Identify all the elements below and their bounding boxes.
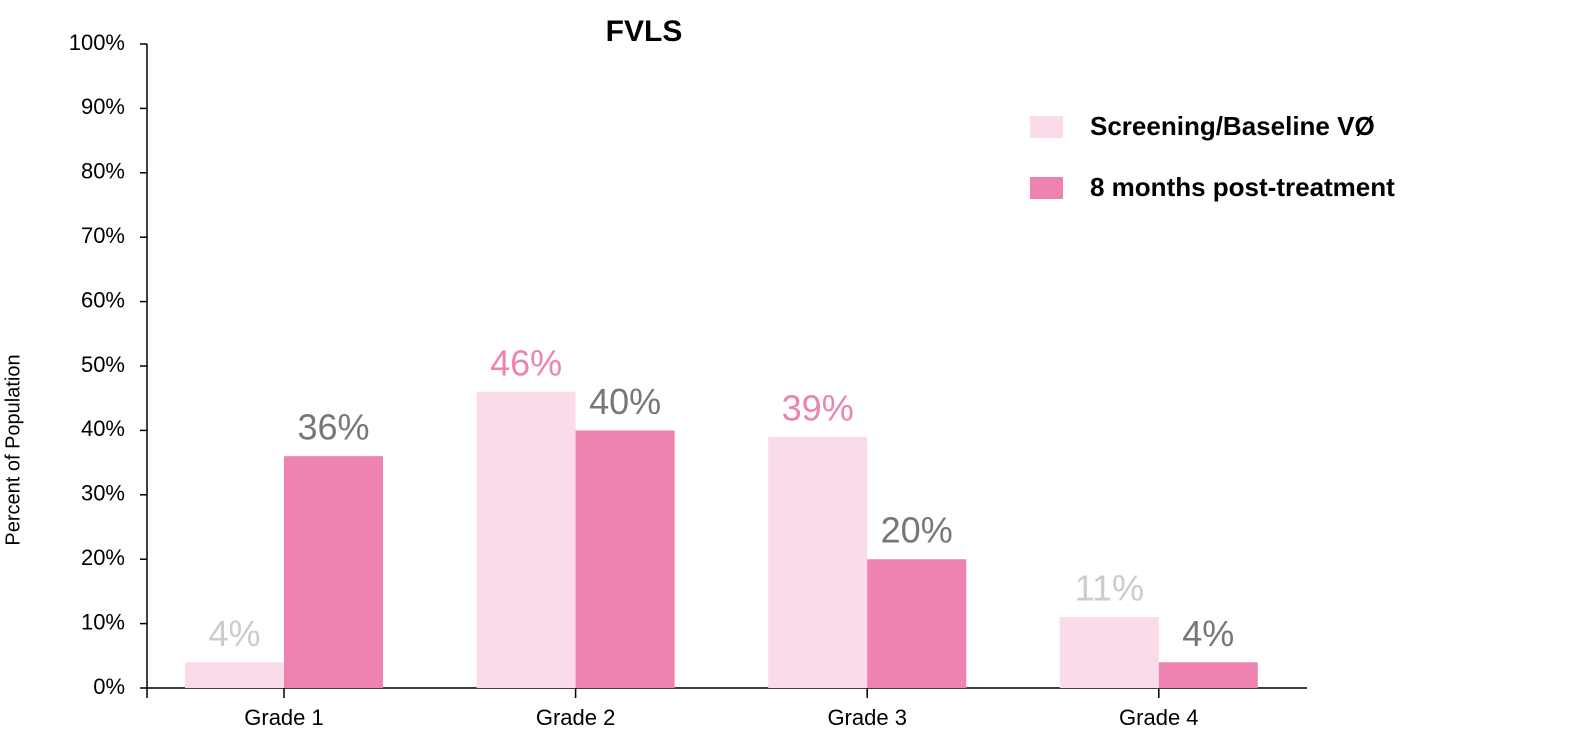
bar (1158, 662, 1258, 688)
bar (768, 436, 868, 688)
legend-swatch (1030, 116, 1063, 138)
value-label: 46% (490, 342, 562, 383)
bar (575, 430, 675, 688)
value-label: 4% (208, 613, 260, 654)
y-axis-label: Percent of Population (2, 354, 24, 545)
bar (185, 662, 284, 688)
legend-label: 8 months post-treatment (1090, 172, 1395, 202)
x-tick-label: Grade 1 (244, 705, 324, 730)
bar (1059, 617, 1159, 688)
legend-swatch (1030, 177, 1063, 199)
value-label: 4% (1182, 613, 1234, 654)
y-tick-label: 40% (81, 416, 125, 441)
y-tick-label: 30% (81, 481, 125, 506)
x-tick-label: Grade 4 (1119, 705, 1199, 730)
value-label: 40% (589, 381, 661, 422)
value-label: 36% (297, 407, 369, 448)
y-tick-label: 100% (69, 30, 125, 55)
y-tick-label: 0% (93, 674, 125, 699)
x-tick-label: Grade 2 (536, 705, 616, 730)
y-tick-label: 10% (81, 609, 125, 634)
value-label: 39% (782, 387, 854, 428)
value-label: 11% (1075, 568, 1144, 609)
y-tick-label: 70% (81, 223, 125, 248)
y-tick-label: 90% (81, 94, 125, 119)
x-tick-label: Grade 3 (827, 705, 907, 730)
value-label: 20% (881, 510, 953, 551)
y-tick-label: 60% (81, 287, 125, 312)
chart-title: FVLS (606, 15, 683, 48)
y-tick-label: 50% (81, 352, 125, 377)
bar (284, 456, 383, 688)
y-tick-label: 80% (81, 159, 125, 184)
legend-label: Screening/Baseline VØ (1090, 111, 1375, 141)
bar (476, 391, 576, 688)
y-tick-label: 20% (81, 545, 125, 570)
bar (867, 559, 967, 688)
